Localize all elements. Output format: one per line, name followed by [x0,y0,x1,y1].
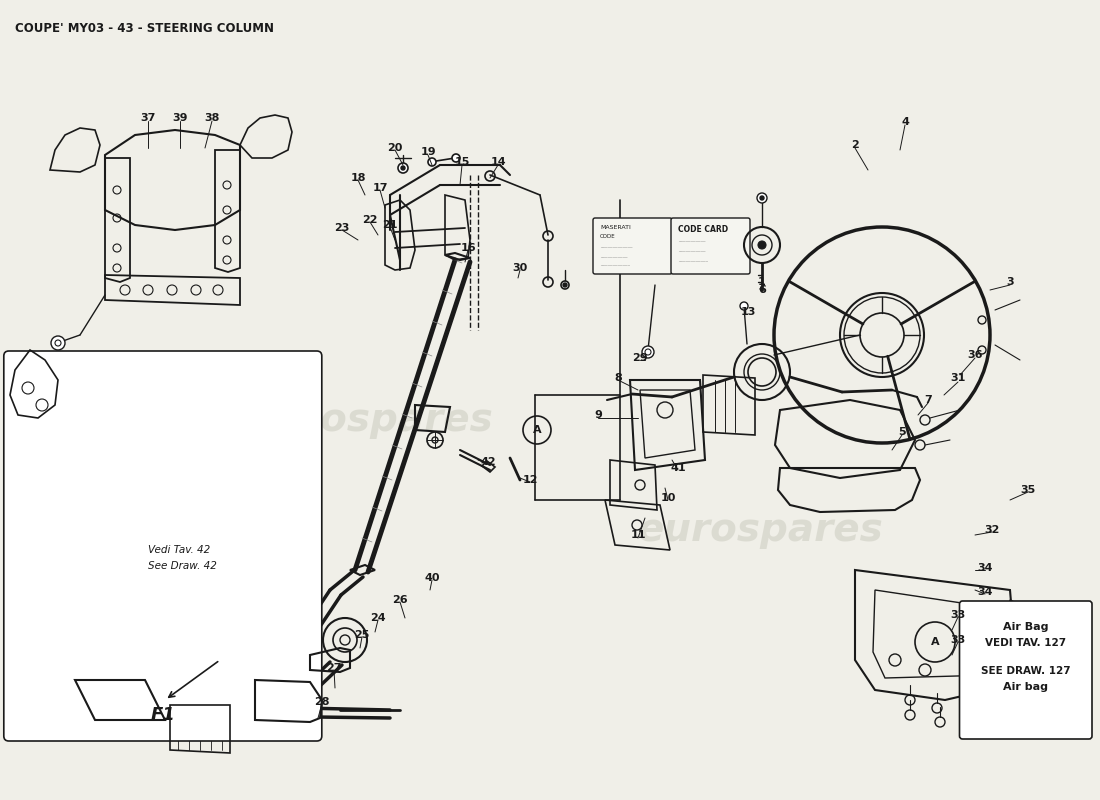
Circle shape [760,196,764,200]
Circle shape [452,154,460,162]
Text: 32: 32 [984,525,1000,535]
Text: 24: 24 [371,613,386,623]
Text: 28: 28 [315,697,330,707]
Text: 3: 3 [1006,277,1014,287]
Text: 31: 31 [950,373,966,383]
Text: _____________: _____________ [600,243,632,248]
Text: 14: 14 [491,157,506,167]
Text: MASERATI: MASERATI [600,225,631,230]
Text: Air bag: Air bag [1003,682,1048,692]
Text: 33: 33 [950,635,966,645]
Text: 8: 8 [614,373,622,383]
Text: 37: 37 [141,113,156,123]
Text: Vedi Tav. 42: Vedi Tav. 42 [148,545,210,555]
Text: 30: 30 [513,263,528,273]
Text: 7: 7 [924,395,932,405]
Text: 16: 16 [460,243,476,253]
Text: 34: 34 [977,587,992,597]
Text: 19: 19 [420,147,436,157]
Text: See Draw. 42: See Draw. 42 [148,561,217,571]
Text: 25: 25 [354,630,370,640]
Text: 21: 21 [383,220,398,230]
Text: ___________: ___________ [600,253,627,258]
Text: 11: 11 [630,530,646,540]
Text: ___________: ___________ [678,247,705,252]
Text: 40: 40 [425,573,440,583]
FancyBboxPatch shape [3,351,322,741]
Text: VEDI TAV. 127: VEDI TAV. 127 [986,638,1066,648]
Text: 9: 9 [594,410,602,420]
Circle shape [55,340,60,346]
FancyBboxPatch shape [671,218,750,274]
Text: 36: 36 [967,350,982,360]
Circle shape [757,193,767,203]
Text: 17: 17 [372,183,387,193]
Text: 41: 41 [670,463,685,473]
Text: eurospares: eurospares [637,511,883,549]
Text: 26: 26 [393,595,408,605]
Text: A: A [931,637,939,647]
Text: ____________: ____________ [678,257,708,262]
Circle shape [740,302,748,310]
Circle shape [402,166,405,170]
Text: 22: 22 [362,215,377,225]
Text: CODE: CODE [600,234,616,239]
Text: CODE CARD: CODE CARD [678,225,728,234]
Text: A: A [532,425,541,435]
Text: SEE DRAW. 127: SEE DRAW. 127 [981,666,1070,676]
Text: 35: 35 [1021,485,1035,495]
Text: 2: 2 [851,140,859,150]
Text: 42: 42 [481,457,496,467]
Text: 6: 6 [758,285,766,295]
Text: ____________: ____________ [600,261,630,266]
Text: 33: 33 [950,610,966,620]
Text: eurospares: eurospares [248,401,493,439]
Text: 18: 18 [350,173,365,183]
Circle shape [428,158,436,166]
Text: COUPE' MY03 - 43 - STEERING COLUMN: COUPE' MY03 - 43 - STEERING COLUMN [15,22,274,35]
Circle shape [563,283,566,287]
Text: F1: F1 [151,706,175,724]
Text: Air Bag: Air Bag [1003,622,1048,632]
Text: 5: 5 [899,427,905,437]
Text: 23: 23 [334,223,350,233]
Text: 39: 39 [173,113,188,123]
FancyBboxPatch shape [593,218,672,274]
Circle shape [561,281,569,289]
Circle shape [645,349,651,355]
Text: 10: 10 [660,493,675,503]
Circle shape [51,336,65,350]
Circle shape [398,163,408,173]
Text: 27: 27 [327,663,342,673]
Text: 34: 34 [977,563,992,573]
Circle shape [758,241,766,249]
Text: 20: 20 [387,143,403,153]
Text: 15: 15 [454,157,470,167]
Text: 12: 12 [522,475,538,485]
Text: 38: 38 [205,113,220,123]
Text: 13: 13 [740,307,756,317]
Text: 4: 4 [901,117,909,127]
Text: 29: 29 [632,353,648,363]
Text: 1: 1 [758,277,766,287]
FancyBboxPatch shape [959,601,1092,739]
Circle shape [642,346,654,358]
Text: ___________: ___________ [678,237,705,242]
